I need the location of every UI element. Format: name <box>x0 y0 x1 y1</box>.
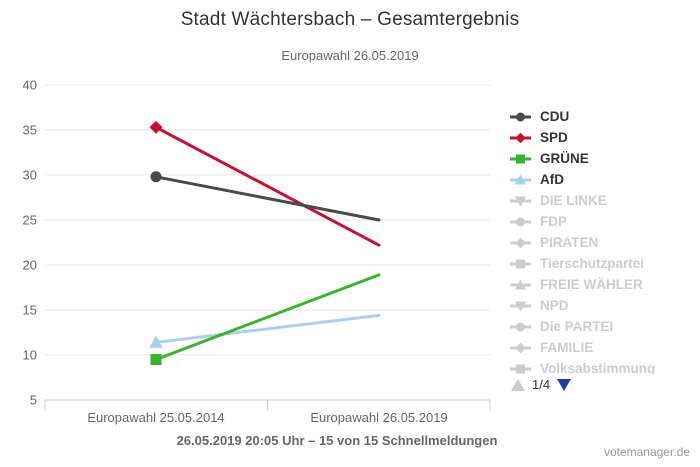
legend: CDU SPD GRÜNE AfD DIE LINKE FDP PIRATEN Tiersch… <box>509 106 695 374</box>
familie-marker-shape[interactable] <box>515 342 526 353</box>
y-axis-label-40: 40 <box>23 78 37 93</box>
legend-label: FAMILIE <box>540 340 594 355</box>
legend-label: AfD <box>540 172 564 187</box>
die-linke-triangle-down-icon <box>510 196 531 207</box>
series-marker-afd[interactable] <box>149 335 163 348</box>
gr-ne-marker-shape[interactable] <box>516 154 525 163</box>
legend-item-familie[interactable]: FAMILIE <box>509 337 695 358</box>
legend-label: SPD <box>540 130 568 145</box>
legend-item-npd[interactable]: NPD <box>509 295 695 316</box>
legend-item-piraten[interactable]: PIRATEN <box>509 232 695 253</box>
chart-subtitle: Europawahl 26.05.2019 <box>281 48 419 63</box>
legend-page-up-icon[interactable] <box>511 378 525 391</box>
legend-page-indicator: 1/4 <box>532 377 551 392</box>
series-marker-cdu[interactable] <box>150 171 162 183</box>
votemanager-link[interactable]: votemanager.de <box>603 445 690 459</box>
legend-item-freie-w-hler[interactable]: FREIE WÄHLER <box>509 274 695 295</box>
legend-page-down-icon[interactable] <box>557 378 572 391</box>
tierschutzpartei-square-icon <box>510 259 531 268</box>
legend-label: CDU <box>540 109 570 124</box>
y-axis-label-10: 10 <box>23 348 37 363</box>
y-axis-label-30: 30 <box>23 168 37 183</box>
fdp-circle-icon <box>510 217 531 226</box>
legend-pagination: 1/4 <box>511 377 572 392</box>
npd-triangle-down-icon <box>510 301 531 312</box>
legend-label: Tierschutzpartei <box>540 256 645 271</box>
x-axis-label-europawahl-25-05-2014: Europawahl 25.05.2014 <box>87 410 224 425</box>
series-line-cdu[interactable] <box>154 175 381 222</box>
series-line-gr-ne[interactable] <box>154 273 381 361</box>
chart-title: Stadt Wächtersbach – Gesamtergebnis <box>180 9 520 30</box>
freie-w-hler-marker-shape[interactable] <box>514 278 527 289</box>
afd-marker-shape[interactable] <box>514 173 527 184</box>
die-partei-marker-shape[interactable] <box>516 322 525 331</box>
x-axis-label-europawahl-26-05-2019: Europawahl 26.05.2019 <box>310 410 447 425</box>
legend-item-die-linke[interactable]: DIE LINKE <box>509 190 695 211</box>
die-linke-marker-shape[interactable] <box>514 196 527 207</box>
afd-triangle-up-icon <box>510 173 531 184</box>
y-axis-label-5: 5 <box>30 393 37 408</box>
legend-label: GRÜNE <box>540 151 589 166</box>
piraten-diamond-icon <box>510 237 531 248</box>
familie-diamond-icon <box>510 342 531 353</box>
legend-item-afd[interactable]: AfD <box>509 169 695 190</box>
legend-label: FDP <box>540 214 567 229</box>
series-marker-gr-ne[interactable] <box>150 354 162 365</box>
report-status-caption: 26.05.2019 20:05 Uhr – 15 von 15 Schnell… <box>176 433 498 448</box>
legend-item-spd[interactable]: SPD <box>509 127 695 148</box>
legend-label: Volksabstimmung <box>540 361 656 374</box>
legend-label: DIE LINKE <box>540 193 607 208</box>
series-line-spd[interactable] <box>154 125 381 247</box>
y-axis-label-15: 15 <box>23 303 37 318</box>
legend-item-die-partei[interactable]: Die PARTEI <box>509 316 695 337</box>
tierschutzpartei-marker-shape[interactable] <box>516 259 525 268</box>
piraten-marker-shape[interactable] <box>515 237 526 248</box>
die-partei-circle-icon <box>510 322 531 331</box>
legend-item-tierschutzpartei[interactable]: Tierschutzpartei <box>509 253 695 274</box>
cdu-circle-icon <box>510 112 531 121</box>
series-marker-spd[interactable] <box>149 120 163 134</box>
legend-item-cdu[interactable]: CDU <box>509 106 695 127</box>
spd-diamond-icon <box>510 132 531 143</box>
spd-marker-shape[interactable] <box>515 132 526 143</box>
y-axis-label-20: 20 <box>23 258 37 273</box>
npd-marker-shape[interactable] <box>514 301 527 312</box>
series-line-afd[interactable] <box>154 313 381 344</box>
legend-label: NPD <box>540 298 569 313</box>
legend-item-fdp[interactable]: FDP <box>509 211 695 232</box>
freie-w-hler-triangle-up-icon <box>510 278 531 289</box>
legend-label: PIRATEN <box>540 235 599 250</box>
cdu-marker-shape[interactable] <box>516 112 525 121</box>
legend-label: FREIE WÄHLER <box>540 277 643 292</box>
legend-item-gr-ne[interactable]: GRÜNE <box>509 148 695 169</box>
y-axis-label-25: 25 <box>23 213 37 228</box>
volksabstimmung-square-icon <box>510 364 531 373</box>
gr-ne-square-icon <box>510 154 531 163</box>
y-axis-label-35: 35 <box>23 123 37 138</box>
legend-label: Die PARTEI <box>540 319 614 334</box>
legend-item-volksabstimmung[interactable]: Volksabstimmung <box>509 358 695 374</box>
fdp-marker-shape[interactable] <box>516 217 525 226</box>
volksabstimmung-marker-shape[interactable] <box>516 364 525 373</box>
